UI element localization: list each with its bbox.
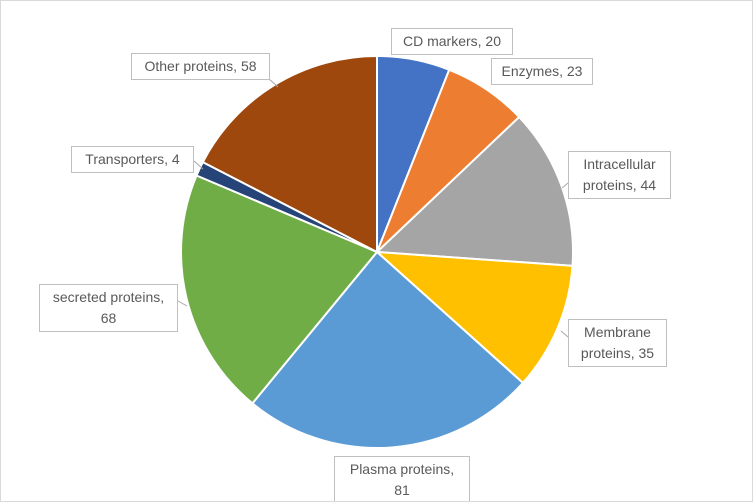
leader-line <box>561 182 569 189</box>
data-label: Plasma proteins, 81 <box>334 456 470 501</box>
pie-slice <box>180 174 379 405</box>
data-label: Other proteins, 58 <box>131 53 270 80</box>
data-label: Intracellular proteins, 44 <box>568 151 671 199</box>
pie-slice <box>251 250 525 449</box>
leader-line <box>177 300 188 307</box>
data-label: Transporters, 4 <box>71 146 194 173</box>
data-label: Enzymes, 23 <box>491 58 593 85</box>
leader-line <box>560 330 569 338</box>
data-label: Membrane proteins, 35 <box>568 319 667 367</box>
pie-slice <box>374 250 574 385</box>
data-label: CD markers, 20 <box>391 28 513 55</box>
data-label: secreted proteins, 68 <box>39 284 178 332</box>
pie-slice <box>374 115 574 267</box>
leader-line <box>268 78 279 88</box>
leader-line <box>193 160 204 170</box>
